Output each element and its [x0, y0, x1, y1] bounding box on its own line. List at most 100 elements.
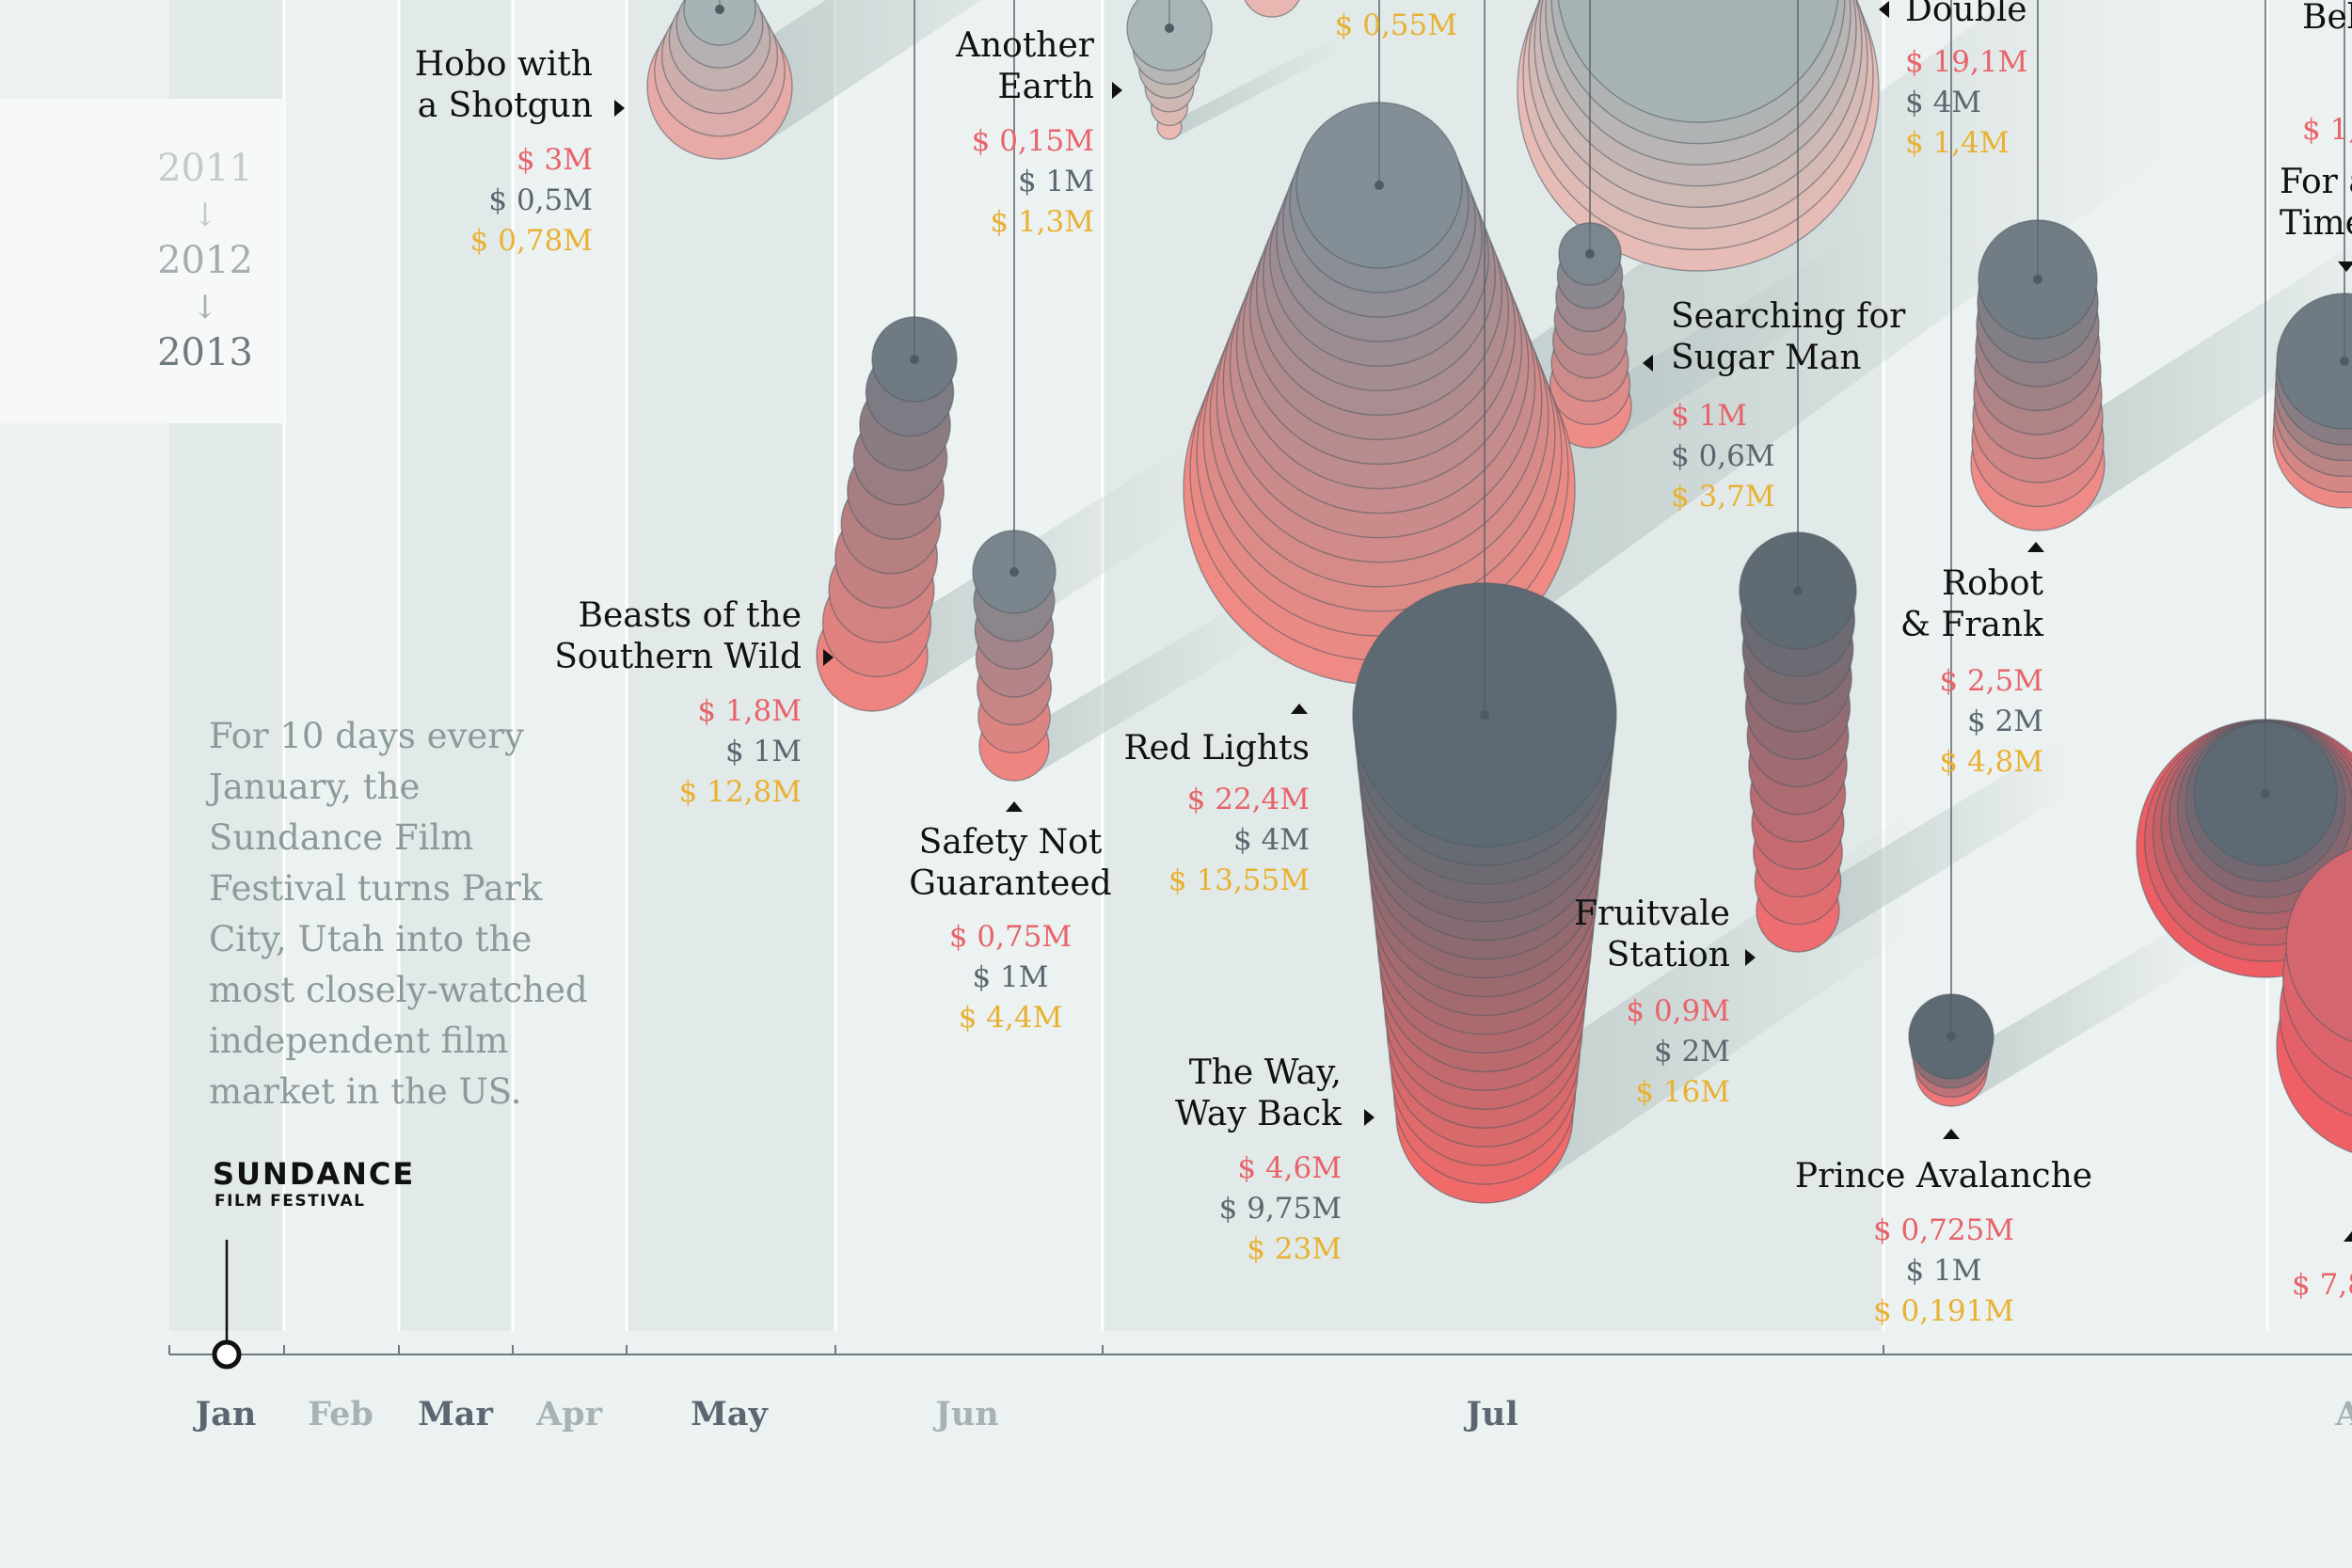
bubble-stack-way_way_back — [1352, 0, 1617, 1204]
film-title: Double — [1905, 0, 2027, 29]
bubble-center-dot — [715, 5, 724, 14]
film-value: $ 7,8 — [2292, 1268, 2352, 1302]
film-value: $ 1,8M — [697, 694, 802, 728]
bubble-stack-partial_top — [1244, 0, 1300, 18]
bubble-center-dot — [1585, 249, 1595, 259]
intro-line: most closely-watched — [209, 970, 588, 1010]
bubble-layer — [1126, 0, 1213, 71]
film-value: $ 4M — [1233, 823, 1310, 857]
bubble-stack-for_a_time — [2272, 0, 2352, 509]
bubble-center-dot — [910, 355, 919, 364]
film-label-way_way_back: The Way,Way Back $ 4,6M $ 9,75M $ 23M — [1175, 1053, 1375, 1266]
pointer-arrow-icon — [614, 100, 625, 117]
film-value: $ 4M — [1905, 86, 1981, 119]
film-value: $ 0,9M — [1626, 994, 1730, 1028]
pointer-arrow-icon — [1291, 704, 1308, 714]
film-title: Station — [1607, 936, 1730, 974]
year-arrow-2: ↓ — [192, 289, 219, 326]
bubble-center-dot — [1375, 181, 1384, 190]
film-title: Southern Wild — [554, 638, 802, 676]
bubble-shadow — [1467, 0, 2177, 666]
film-title: Sugar Man — [1671, 339, 1862, 377]
year-2011: 2011 — [157, 147, 253, 190]
logo-title: SUNDANCE — [213, 1156, 415, 1192]
bubble-center-dot — [2340, 356, 2349, 366]
film-value: $ 0,191M — [1873, 1294, 2014, 1328]
film-title: Time — [2280, 204, 2352, 243]
year-arrow-1: ↓ — [192, 197, 219, 234]
month-jan: Jan — [193, 1395, 257, 1433]
bubble-center-dot — [1165, 24, 1174, 33]
intro-line: Sundance Film — [209, 817, 473, 858]
month-may: May — [691, 1395, 769, 1433]
film-value: $ 1,3 — [2302, 113, 2352, 147]
film-value: $ 1M — [1905, 1254, 1981, 1288]
film-value: $ 3,7M — [1671, 480, 1775, 514]
film-title: Safety Not — [919, 823, 1103, 862]
bubble-stack-another_earth — [1126, 0, 1213, 140]
film-value: $ 0,75M — [949, 920, 1072, 954]
bubble-center-dot — [1009, 567, 1019, 577]
film-title: Guaranteed — [909, 864, 1111, 903]
film-value: $ 1M — [1018, 165, 1094, 198]
bubble-stack-hobo — [646, 0, 793, 160]
film-value: $ 4,6M — [1237, 1151, 1342, 1185]
intro-line: January, the — [205, 767, 420, 807]
film-title: For a — [2280, 163, 2352, 201]
film-value: $ 9,75M — [1219, 1192, 1342, 1226]
pointer-arrow-icon — [2027, 542, 2044, 552]
timeline-axis: Jan Feb Mar Apr May Jun Jul A — [168, 1240, 2352, 1433]
bubble-center-dot — [2261, 789, 2270, 799]
film-label-robot: Robot& Frank $ 2,5M $ 2M $ 4,8M — [1900, 542, 2044, 779]
film-value: $ 4,4M — [959, 1001, 1063, 1035]
film-value: $ 1,4M — [1905, 126, 2010, 160]
film-value: $ 4,8M — [1939, 745, 2043, 779]
film-value: $ 1M — [1671, 399, 1747, 433]
pointer-arrow-icon — [2344, 1231, 2352, 1242]
film-title: Way Back — [1175, 1095, 1343, 1133]
bubble-center-dot — [2033, 275, 2042, 284]
bubble-stack-fruitvale — [1739, 0, 1857, 953]
intro-line: Festival turns Park — [209, 868, 543, 909]
month-feb: Feb — [308, 1395, 373, 1433]
intro-line: market in the US. — [209, 1071, 522, 1112]
pointer-arrow-icon — [823, 649, 834, 666]
pointer-arrow-icon — [2338, 261, 2352, 272]
film-value: $ 1M — [972, 960, 1048, 994]
bubble-center-dot — [1793, 586, 1803, 595]
bubble-shadow — [1174, 34, 1343, 138]
band-mar — [399, 0, 514, 1331]
film-value: $ 0,25M — [1335, 0, 1457, 2]
film-value: $ 16M — [1635, 1075, 1730, 1109]
pointer-arrow-icon — [1643, 355, 1653, 372]
film-label-red_lights: Red Lights $ 22,4M $ 4M $ 13,55M — [1124, 704, 1311, 897]
year-2012: 2012 — [157, 239, 253, 282]
film-value: $ 0,55M — [1335, 8, 1457, 42]
film-title: Beasts of the — [579, 596, 802, 635]
bubble-shadow — [2067, 245, 2352, 524]
film-label-partial_top: $ 0,25M $ 0,55M — [1335, 0, 1457, 42]
film-title: Searching for — [1671, 297, 1906, 336]
film-value: $ 19,1M — [1905, 45, 2027, 79]
logo-subtitle: FILM FESTIVAL — [215, 1192, 366, 1211]
film-label-double: Double $ 19,1M $ 4M $ 1,4M — [1879, 0, 2027, 160]
sundance-logo: SUNDANCE FILM FESTIVAL — [213, 1156, 415, 1211]
film-title: Robot — [1942, 564, 2043, 603]
film-title: The Way, — [1189, 1053, 1342, 1092]
bubble-stack-searching — [1548, 0, 1632, 449]
film-title: Red Lights — [1124, 729, 1311, 768]
film-value: $ 23M — [1247, 1232, 1342, 1266]
bubble-layer — [2285, 847, 2352, 1043]
intro-paragraph: For 10 days every January, the Sundance … — [205, 716, 588, 1112]
pointer-arrow-icon — [1943, 1129, 1960, 1139]
bubble-shadow — [1029, 591, 1264, 778]
film-title: & Frank — [1900, 606, 2044, 644]
years-box-bg — [0, 99, 284, 423]
pointer-arrow-icon — [1006, 801, 1023, 812]
pointer-arrow-icon — [1112, 82, 1122, 99]
film-value: $ 0,78M — [470, 224, 593, 258]
